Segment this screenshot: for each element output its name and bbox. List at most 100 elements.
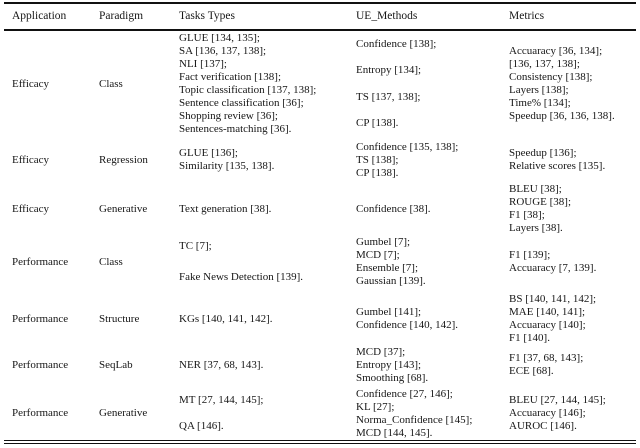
table-row: Efficacy Generative Text generation [38]…	[4, 183, 636, 234]
ue-method-line: Confidence [38].	[356, 202, 431, 215]
task-line: NER [37, 68, 143].	[179, 358, 264, 371]
task-line: GLUE [134, 135];	[179, 32, 260, 44]
task-line: Similarity [135, 138].	[179, 160, 275, 172]
metric-line: AUROC [146].	[509, 420, 577, 432]
column-header-label: Application	[12, 10, 67, 22]
ue-method-line: Gumbel [141];	[356, 306, 422, 318]
paradigm-cell: Structure	[99, 293, 179, 345]
paradigm-cell: Generative	[99, 387, 179, 440]
metric-line: Layers [38].	[509, 222, 563, 234]
metric-line: [136, 137, 138];	[509, 58, 580, 70]
ue-methods-cell: MCD [37]; Entropy [143]; Smoothing [68].	[356, 343, 509, 387]
column-header-application: Application	[4, 4, 99, 29]
tasks-cell: TC [7]; Fake News Detection [139].	[179, 231, 356, 293]
ue-method-line: Entropy [143];	[356, 358, 422, 371]
paradigm-label: Class	[99, 77, 123, 90]
table-header-row: Application Paradigm Tasks Types UE_Meth…	[4, 4, 636, 31]
metric-line: MAE [140, 141];	[509, 306, 586, 318]
task-line: SA [136, 137, 138];	[179, 45, 267, 57]
paradigm-label: Regression	[99, 153, 148, 166]
column-header-ue-methods: UE_Methods	[356, 4, 509, 29]
metrics-cell: Speedup [136]; Relative scores [135].	[509, 137, 636, 183]
ue-method-line: KL [27];	[356, 400, 395, 413]
tasks-cell: MT [27, 144, 145]; QA [146].	[179, 387, 356, 440]
metric-line: BLEU [27, 144, 145];	[509, 394, 606, 406]
ue-method-line: CP [138].	[356, 117, 399, 130]
application-cell: Performance	[4, 293, 99, 345]
column-header-label: UE_Methods	[356, 10, 418, 22]
ue-methods-paper-table: Application Paradigm Tasks Types UE_Meth…	[4, 2, 636, 444]
tasks-cell: GLUE [134, 135]; SA [136, 137, 138]; NLI…	[179, 31, 356, 137]
ue-methods-cell: Confidence [138]; Entropy [134]; TS [137…	[356, 31, 509, 137]
application-cell: Performance	[4, 343, 99, 387]
column-header-paradigm: Paradigm	[99, 4, 179, 29]
metric-line: Relative scores [135].	[509, 160, 606, 172]
tasks-cell: NER [37, 68, 143].	[179, 343, 356, 387]
tasks-cell: KGs [140, 141, 142].	[179, 293, 356, 345]
column-header-label: Paradigm	[99, 10, 144, 22]
ue-method-line: Smoothing [68].	[356, 371, 429, 384]
task-line: NLI [137];	[179, 58, 227, 70]
ue-method-line: Entropy [134];	[356, 64, 422, 77]
column-header-label: Tasks Types	[179, 10, 235, 22]
metric-line: F1 [140].	[509, 332, 550, 344]
paradigm-label: Generative	[99, 202, 148, 215]
application-label: Performance	[12, 255, 69, 268]
metric-line: F1 [38];	[509, 209, 545, 221]
application-cell: Efficacy	[4, 137, 99, 183]
ue-methods-cell: Gumbel [141]; Confidence [140, 142].	[356, 293, 509, 345]
column-header-metrics: Metrics	[509, 4, 636, 29]
paradigm-cell: Regression	[99, 137, 179, 183]
metric-line: Accuaracy [146];	[509, 407, 586, 419]
metric-line: Layers [138];	[509, 84, 569, 96]
ue-method-line: CP [138].	[356, 166, 399, 179]
task-line: Fact verification [138];	[179, 71, 282, 83]
ue-method-line: Confidence [140, 142].	[356, 319, 459, 331]
paradigm-cell: Class	[99, 231, 179, 293]
column-header-label: Metrics	[509, 10, 545, 22]
task-line: Text generation [38].	[179, 202, 272, 215]
metrics-cell: BLEU [27, 144, 145]; Accuaracy [146]; AU…	[509, 387, 636, 440]
task-line: KGs [140, 141, 142].	[179, 312, 273, 325]
metric-line: ROUGE [38];	[509, 196, 572, 208]
application-label: Performance	[12, 312, 69, 325]
metric-line: Accuaracy [140];	[509, 319, 586, 331]
paradigm-label: Class	[99, 255, 123, 268]
application-label: Performance	[12, 358, 69, 371]
task-line: Fake News Detection [139].	[179, 271, 304, 283]
metric-line: Accuaracy [36, 134];	[509, 45, 603, 57]
metric-line: BLEU [38];	[509, 183, 562, 195]
task-line: Sentence classification [36];	[179, 97, 304, 109]
metric-line: Speedup [36, 136, 138].	[509, 110, 615, 122]
ue-method-line: Confidence [135, 138];	[356, 140, 459, 153]
ue-methods-cell: Confidence [135, 138]; TS [138]; CP [138…	[356, 137, 509, 183]
table-row: Performance Structure KGs [140, 141, 142…	[4, 293, 636, 345]
paradigm-cell: SeqLab	[99, 343, 179, 387]
paradigm-label: Generative	[99, 407, 148, 419]
ue-methods-cell: Gumbel [7]; MCD [7]; Ensemble [7]; Gauss…	[356, 231, 509, 293]
ue-methods-cell: Confidence [38].	[356, 183, 509, 235]
metric-line: F1 [139];	[509, 249, 551, 261]
application-cell: Efficacy	[4, 31, 99, 137]
application-label: Efficacy	[12, 153, 50, 166]
tasks-cell: GLUE [136]; Similarity [135, 138].	[179, 137, 356, 183]
column-header-tasks-types: Tasks Types	[179, 4, 356, 29]
metric-line: Speedup [136];	[509, 147, 577, 159]
ue-method-line: Confidence [27, 146];	[356, 387, 453, 400]
table-row: Efficacy Regression GLUE [136]; Similari…	[4, 137, 636, 183]
ue-method-line: TS [138];	[356, 153, 399, 166]
metrics-cell: BLEU [38]; ROUGE [38]; F1 [38]; Layers […	[509, 183, 636, 235]
ue-method-line: TS [137, 138];	[356, 90, 421, 103]
ue-method-line: Gumbel [7];	[356, 236, 411, 248]
metrics-cell: F1 [139]; Accuaracy [7, 139].	[509, 231, 636, 293]
task-line: Shopping review [36];	[179, 110, 278, 122]
metric-line: ECE [68].	[509, 365, 554, 377]
paradigm-label: Structure	[99, 312, 140, 325]
ue-method-line: MCD [144, 145].	[356, 426, 433, 439]
application-label: Efficacy	[12, 77, 50, 90]
ue-method-line: Norma_Confidence [145];	[356, 413, 473, 426]
task-line: GLUE [136];	[179, 147, 238, 159]
task-line: MT [27, 144, 145];	[179, 393, 264, 406]
ue-method-line: MCD [37];	[356, 345, 406, 358]
application-label: Efficacy	[12, 202, 50, 215]
